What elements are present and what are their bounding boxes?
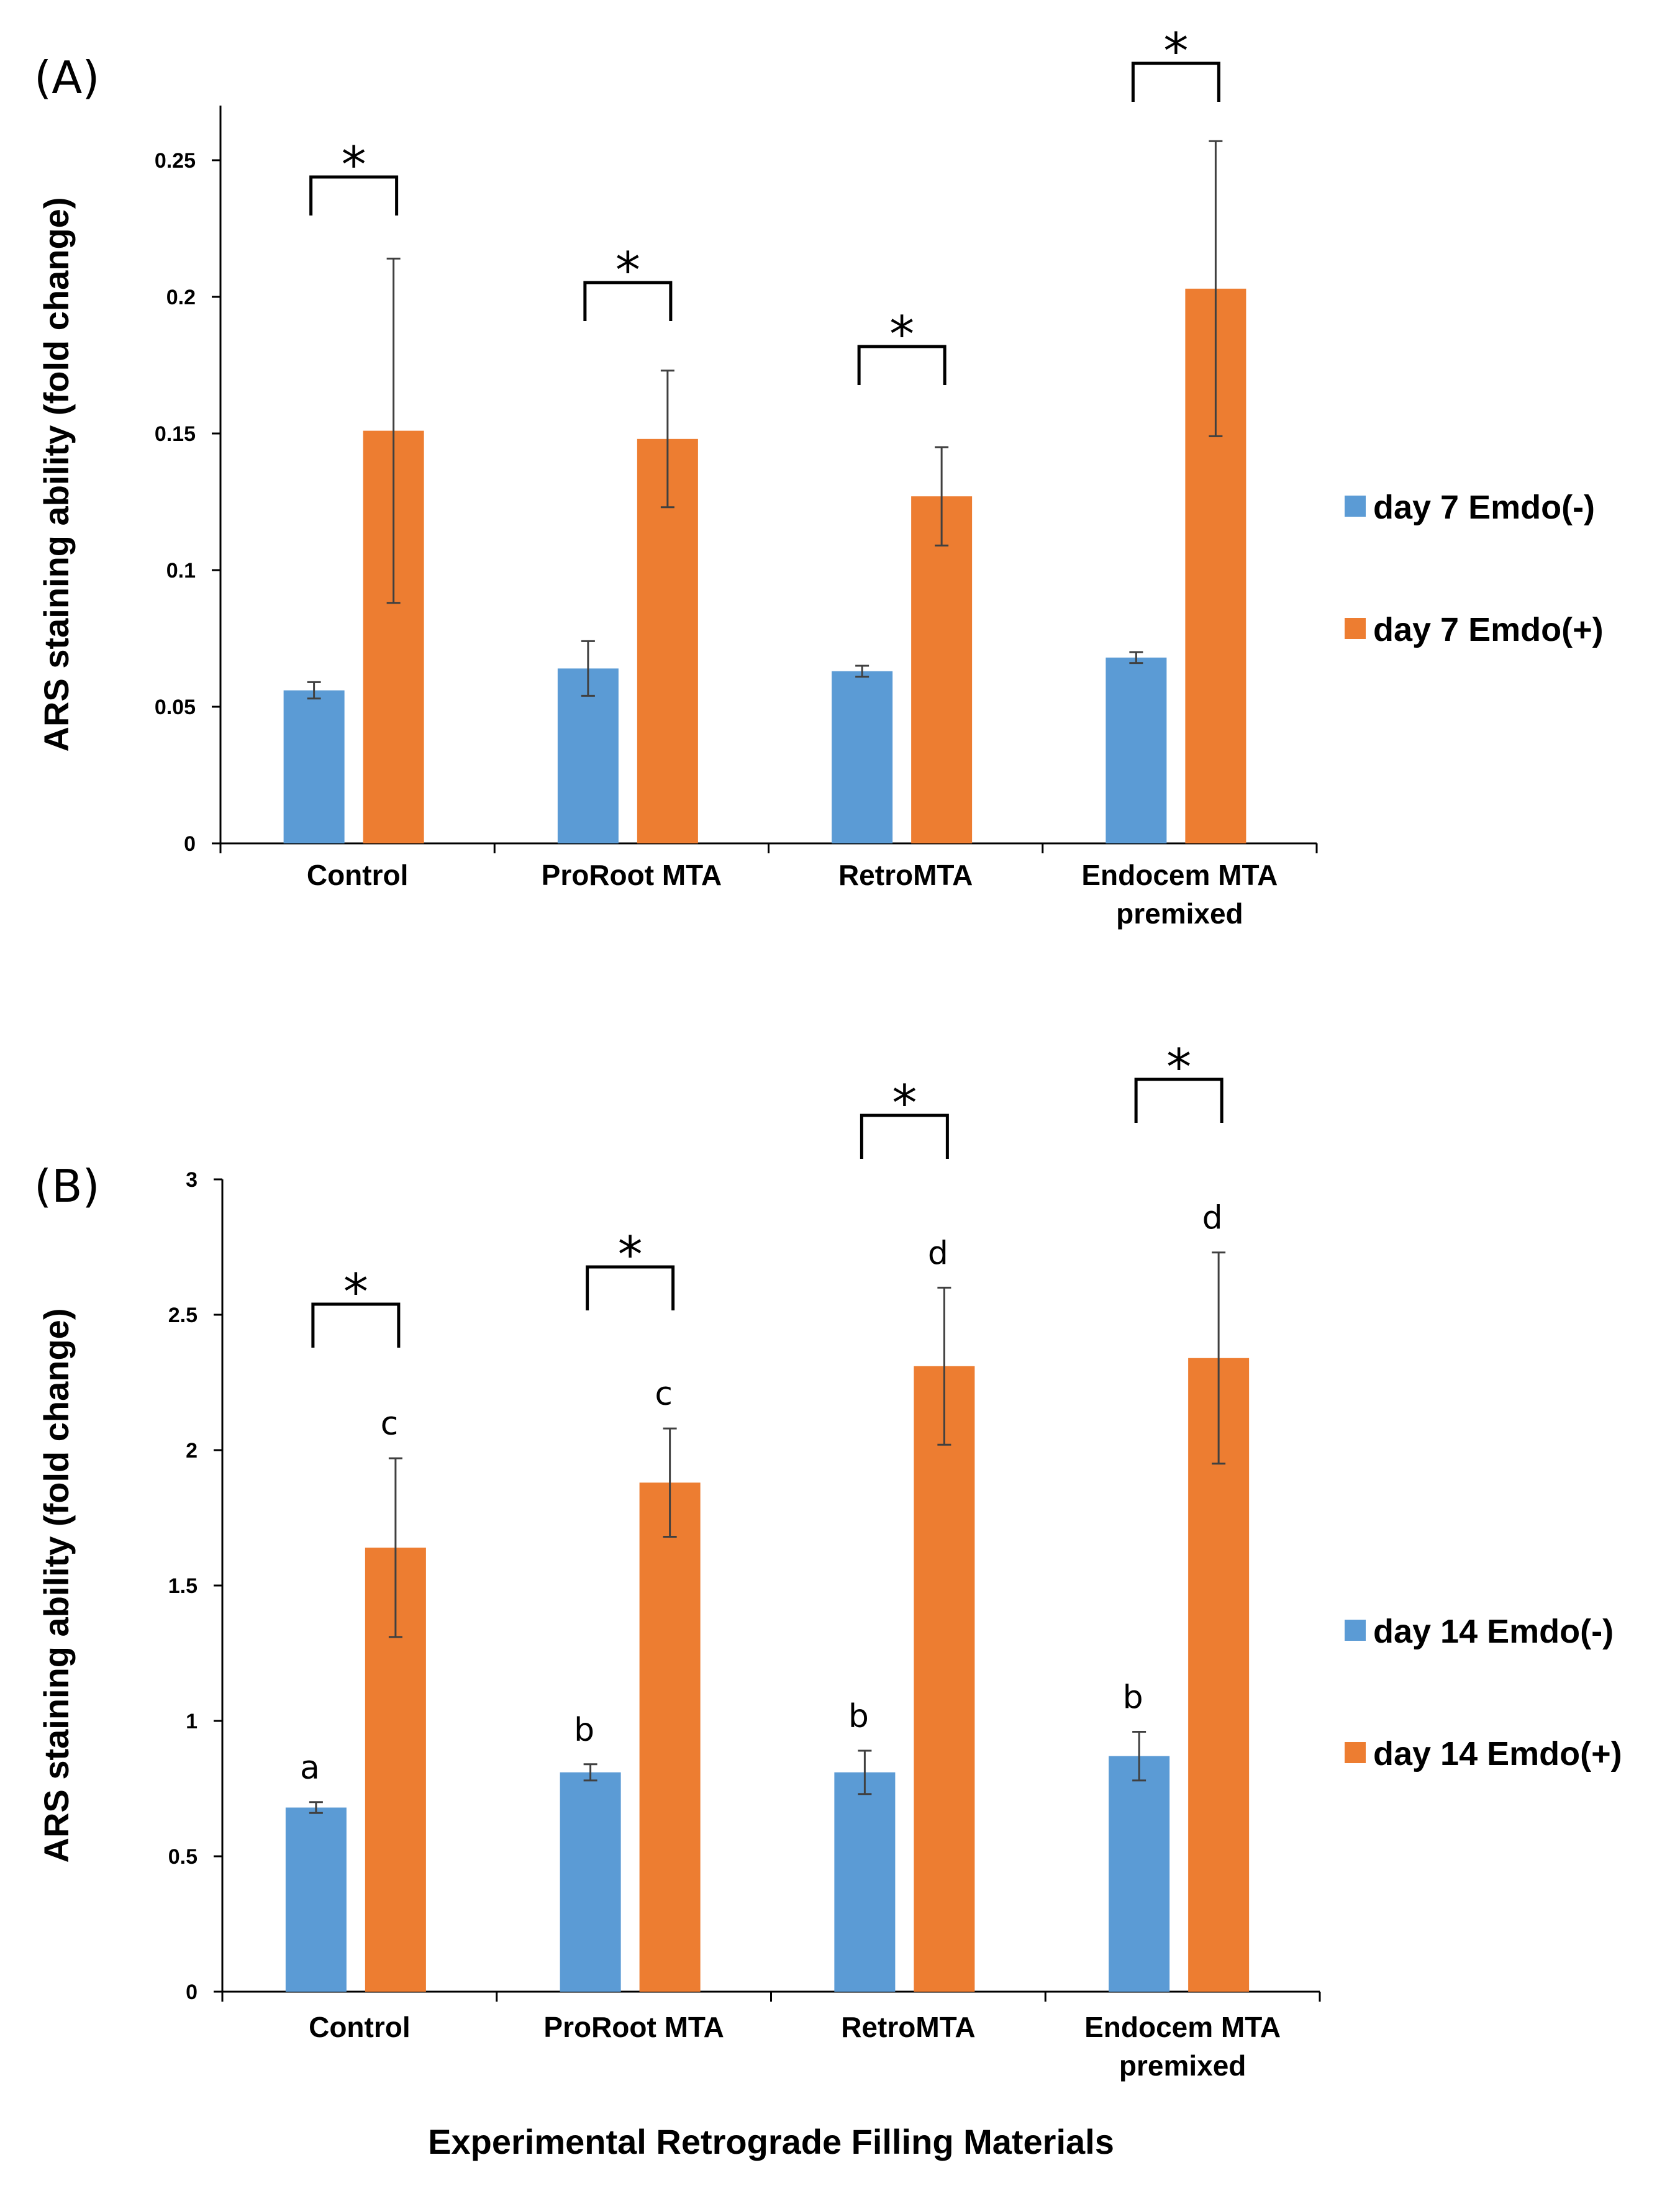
significance-star: * bbox=[889, 306, 914, 363]
y-tick-label: 0 bbox=[186, 1980, 198, 2004]
bar-day-14-emdo--2 bbox=[914, 1366, 975, 1992]
significance-star: * bbox=[343, 1263, 368, 1321]
x-category-label: RetroMTA bbox=[838, 859, 973, 891]
group-letter: c bbox=[381, 1405, 399, 1443]
bar-day-14-emdo--2 bbox=[834, 1772, 896, 1992]
x-category-label: Control bbox=[307, 859, 409, 891]
y-axis-label: ARS staining ability (fold change) bbox=[37, 197, 76, 752]
significance-star: * bbox=[342, 136, 366, 194]
bar-day-14-emdo--1 bbox=[560, 1772, 621, 1992]
bar-day-7-emdo--0 bbox=[283, 690, 345, 843]
y-tick-label: 0.15 bbox=[155, 422, 196, 446]
significance-bracket bbox=[583, 281, 673, 321]
significance-bracket bbox=[860, 1114, 949, 1159]
chart-panel-b: 0 0.5 1 1.5 2 2.5 3 ARS staining ability (fold … bbox=[34, 1038, 1622, 2161]
significance-star: * bbox=[892, 1074, 917, 1132]
significance-star: * bbox=[615, 242, 640, 299]
y-tick-label: 0.5 bbox=[168, 1845, 198, 1869]
x-category-label: ProRoot MTA bbox=[543, 2011, 724, 2043]
legend-label: day 14 Emdo(-) bbox=[1373, 1613, 1614, 1650]
group-letter: b bbox=[1123, 1679, 1143, 1716]
y-tick-label: 1 bbox=[186, 1710, 198, 1733]
y-axis-label: ARS staining ability (fold change) bbox=[37, 1309, 76, 1863]
group-letter: c bbox=[655, 1376, 673, 1413]
x-category-label: Endocem MTA bbox=[1084, 2011, 1281, 2043]
bar-day-14-emdo--1 bbox=[639, 1482, 701, 1992]
group-letter: a bbox=[300, 1749, 320, 1787]
group-letter: b bbox=[574, 1712, 594, 1749]
x-category-label: Endocem MTA bbox=[1081, 859, 1278, 891]
significance-bracket bbox=[586, 1265, 675, 1310]
group-letter: d bbox=[928, 1235, 948, 1272]
x-category-label: Control bbox=[309, 2011, 411, 2043]
y-tick-label: 0.1 bbox=[166, 559, 196, 583]
significance-star: * bbox=[1166, 1038, 1191, 1096]
legend-label: day 14 Emdo(+) bbox=[1373, 1735, 1622, 1772]
bar-day-7-emdo--3 bbox=[1106, 657, 1167, 843]
significance-bracket bbox=[1131, 61, 1220, 102]
group-letter: d bbox=[1202, 1200, 1223, 1237]
legend-swatch bbox=[1345, 618, 1366, 639]
significance-star: * bbox=[618, 1226, 643, 1284]
y-tick-label: 2.5 bbox=[168, 1304, 198, 1327]
significance-bracket bbox=[1134, 1078, 1224, 1123]
y-tick-label: 1.5 bbox=[168, 1574, 198, 1598]
y-tick-label: 0.05 bbox=[155, 696, 196, 719]
x-category-label: premixed bbox=[1116, 897, 1243, 930]
x-category-label: ProRoot MTA bbox=[542, 859, 722, 891]
significance-bracket bbox=[309, 175, 399, 216]
legend-label: day 7 Emdo(+) bbox=[1373, 611, 1604, 648]
significance-bracket bbox=[311, 1302, 401, 1348]
bar-day-7-emdo--2 bbox=[832, 671, 893, 843]
chart-panel-a: 0 0.05 0.1 0.15 0.2 0.25 ARS staining ability … bbox=[34, 22, 1604, 930]
y-tick-label: 3 bbox=[186, 1168, 198, 1192]
legend-swatch bbox=[1345, 1620, 1366, 1641]
panel-label: (B) bbox=[34, 1160, 100, 1212]
bar-day-7-emdo--2 bbox=[911, 496, 973, 843]
panel-label: (A) bbox=[34, 52, 99, 104]
significance-bracket bbox=[857, 345, 947, 385]
legend-swatch bbox=[1345, 1742, 1366, 1763]
y-tick-label: 0.2 bbox=[166, 286, 196, 309]
legend-swatch bbox=[1345, 496, 1366, 517]
x-axis-label: Experimental Retrograde Filling Material… bbox=[428, 2122, 1114, 2161]
y-tick-label: 0 bbox=[184, 832, 196, 856]
x-category-label: premixed bbox=[1119, 2049, 1246, 2082]
x-category-label: RetroMTA bbox=[841, 2011, 975, 2043]
bar-day-14-emdo--3 bbox=[1109, 1756, 1170, 1992]
y-tick-label: 2 bbox=[186, 1439, 198, 1463]
group-letter: b bbox=[848, 1698, 869, 1735]
y-tick-label: 0.25 bbox=[155, 149, 196, 173]
significance-star: * bbox=[1163, 22, 1188, 80]
bar-day-7-emdo--1 bbox=[557, 668, 619, 843]
bar-day-14-emdo--0 bbox=[285, 1807, 347, 1992]
legend-label: day 7 Emdo(-) bbox=[1373, 489, 1595, 526]
